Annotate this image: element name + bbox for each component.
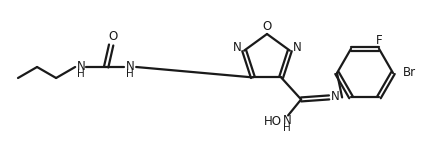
Text: N: N (331, 90, 339, 103)
Text: H: H (77, 69, 85, 79)
Text: N: N (233, 41, 241, 54)
Text: O: O (263, 19, 272, 33)
Text: N: N (293, 41, 301, 54)
Text: H: H (283, 123, 291, 133)
Text: N: N (283, 114, 291, 127)
Text: HO: HO (264, 115, 282, 128)
Text: N: N (126, 60, 134, 73)
Text: H: H (126, 69, 134, 79)
Text: O: O (109, 30, 118, 43)
Text: Br: Br (402, 67, 415, 79)
Text: F: F (376, 34, 382, 47)
Text: N: N (77, 60, 86, 73)
